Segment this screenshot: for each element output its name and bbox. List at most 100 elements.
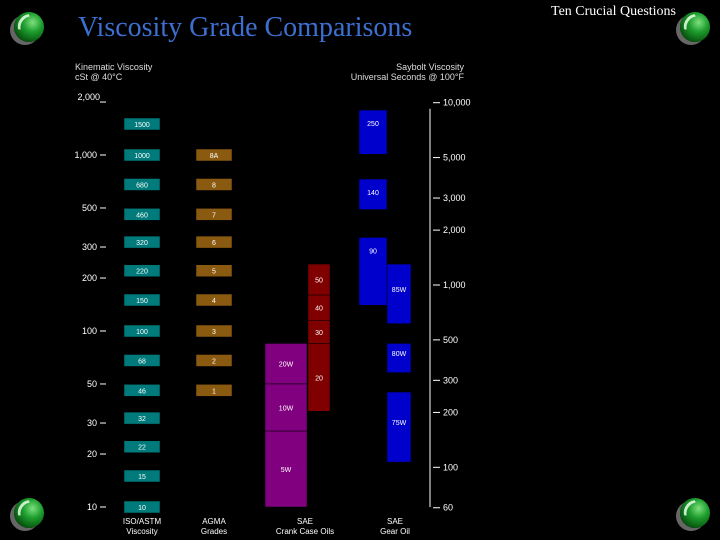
grade-box-label: 7 xyxy=(212,212,216,219)
crankcase-grade-bar xyxy=(264,343,308,385)
right-axis-tick-label: 200 xyxy=(443,407,458,417)
column-label: SAE xyxy=(387,517,403,526)
right-axis-tick-label: 5,000 xyxy=(443,153,466,163)
grade-box-label: 8A xyxy=(210,153,219,160)
left-axis-tick-label: 500 xyxy=(82,203,97,213)
right-axis-tick-label: 300 xyxy=(443,375,458,385)
right-axis-label-line1: Saybolt Viscosity xyxy=(396,62,464,72)
left-axis-tick-label: 2,000 xyxy=(77,92,100,102)
grade-box xyxy=(123,440,161,453)
grade-box xyxy=(123,235,161,249)
grade-box-label: 10 xyxy=(138,505,146,512)
grade-box xyxy=(123,293,161,307)
grade-box-label: 1500 xyxy=(134,122,150,129)
green-sphere-icon xyxy=(14,12,44,42)
grade-box-label: 460 xyxy=(136,212,148,219)
grade-box xyxy=(123,117,161,131)
grade-box-label: 68 xyxy=(138,358,146,365)
section-header: Ten Crucial Questions xyxy=(551,4,676,19)
left-axis-label-line1: Kinematic Viscosity xyxy=(75,62,153,72)
grade-box-label: 1000 xyxy=(134,153,150,160)
green-sphere-icon xyxy=(680,12,710,42)
crankcase-grade-label: 5W xyxy=(281,467,292,474)
crankcase-grade-label: 20 xyxy=(315,375,323,382)
grade-box xyxy=(123,469,161,483)
left-axis-label-line2: cSt @ 40°C xyxy=(75,72,123,82)
grade-box-label: 46 xyxy=(138,388,146,395)
gear-grade-bar xyxy=(386,263,412,324)
right-axis-label-line2: Universal Seconds @ 100°F xyxy=(350,72,464,82)
gear-grade-bar xyxy=(386,343,412,373)
grade-box xyxy=(195,235,233,249)
crankcase-grade-label: 40 xyxy=(315,306,323,313)
grade-box xyxy=(123,500,161,514)
gear-grade-bar xyxy=(358,109,388,155)
left-axis-tick-label: 300 xyxy=(82,242,97,252)
grade-box-label: 22 xyxy=(138,445,146,452)
gear-grade-label: 75W xyxy=(392,420,407,427)
grade-box-label: 150 xyxy=(136,298,148,305)
grade-box-label: 3 xyxy=(212,329,216,336)
left-axis-tick-label: 50 xyxy=(87,379,97,389)
grade-box xyxy=(123,178,161,191)
page-title: Viscosity Grade Comparisons xyxy=(78,12,413,43)
gear-grade-label: 80W xyxy=(392,351,407,358)
crankcase-grade-bar xyxy=(307,343,331,412)
grade-box xyxy=(195,324,233,338)
column-label: Gear Oil xyxy=(380,527,410,536)
gear-grade-label: 140 xyxy=(367,190,379,197)
grade-box xyxy=(123,148,161,162)
grade-box xyxy=(123,384,161,397)
left-axis-tick-label: 100 xyxy=(82,326,97,336)
right-axis-tick-label: 10,000 xyxy=(443,98,471,108)
grade-box xyxy=(195,354,233,367)
grade-box-label: 6 xyxy=(212,240,216,247)
grade-box xyxy=(195,293,233,307)
right-axis-title: Saybolt Viscosity Universal Seconds @ 10… xyxy=(346,62,464,82)
left-axis-tick-label: 1,000 xyxy=(74,150,97,160)
grade-box-label: 220 xyxy=(136,269,148,276)
grade-box xyxy=(195,178,233,191)
grade-box xyxy=(123,264,161,277)
crankcase-grade-label: 20W xyxy=(279,362,294,369)
grade-box-label: 680 xyxy=(136,182,148,189)
right-axis-tick-label: 1,000 xyxy=(443,280,466,290)
green-sphere-icon xyxy=(680,498,710,528)
column-label: Crank Case Oils xyxy=(276,527,334,536)
grade-box-label: 100 xyxy=(136,329,148,336)
grade-box-label: 8 xyxy=(212,182,216,189)
crankcase-grade-bar xyxy=(264,430,308,508)
gear-grade-label: 90 xyxy=(369,248,377,255)
left-axis-tick-label: 10 xyxy=(87,502,97,512)
gear-grade-label: 250 xyxy=(367,121,379,128)
column-label: Viscosity xyxy=(126,527,157,536)
column-label: SAE xyxy=(297,517,313,526)
grade-box xyxy=(123,411,161,425)
right-axis-tick-label: 3,000 xyxy=(443,193,466,203)
grade-box-label: 5 xyxy=(212,269,216,276)
gear-grade-label: 85W xyxy=(392,287,407,294)
grade-box-label: 320 xyxy=(136,240,148,247)
grade-box-label: 15 xyxy=(138,474,146,481)
left-axis-tick-label: 200 xyxy=(82,273,97,283)
gear-grade-bar xyxy=(386,391,412,463)
right-axis-tick-label: 2,000 xyxy=(443,225,466,235)
grade-box xyxy=(195,384,233,397)
left-axis-tick-label: 30 xyxy=(87,418,97,428)
right-axis-tick-label: 500 xyxy=(443,335,458,345)
grade-box-label: 32 xyxy=(138,416,146,423)
left-axis-tick-label: 20 xyxy=(87,449,97,459)
grade-box xyxy=(195,208,233,221)
grade-box xyxy=(195,148,233,162)
gear-grade-bar xyxy=(358,178,388,210)
column-label: ISO/ASTM xyxy=(123,517,162,526)
column-label: Grades xyxy=(201,527,227,536)
grade-box-label: 2 xyxy=(212,358,216,365)
green-sphere-icon xyxy=(14,498,44,528)
column-label: AGMA xyxy=(202,517,226,526)
grade-box xyxy=(195,264,233,277)
right-axis-tick-label: 100 xyxy=(443,462,458,472)
grade-box xyxy=(123,208,161,221)
grade-box xyxy=(123,324,161,338)
